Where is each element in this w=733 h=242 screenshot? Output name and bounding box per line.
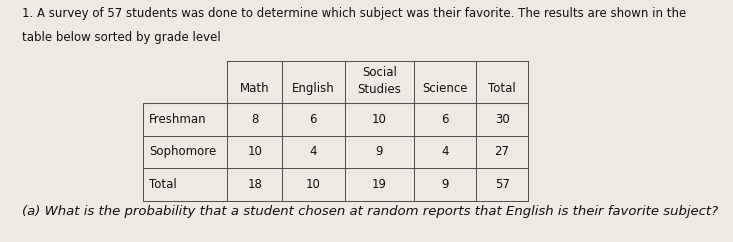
Text: Sophomore: Sophomore: [149, 145, 216, 158]
Text: Social: Social: [362, 66, 397, 79]
Text: Freshman: Freshman: [149, 113, 207, 126]
Text: 18: 18: [247, 178, 262, 191]
Text: 1. A survey of 57 students was done to determine which subject was their favorit: 1. A survey of 57 students was done to d…: [22, 7, 686, 20]
Text: Math: Math: [240, 82, 270, 95]
Text: 57: 57: [495, 178, 509, 191]
Text: 10: 10: [247, 145, 262, 158]
Text: English: English: [292, 82, 335, 95]
Text: 27: 27: [495, 145, 509, 158]
Text: table below sorted by grade level: table below sorted by grade level: [22, 31, 221, 45]
Text: 30: 30: [495, 113, 509, 126]
Text: 19: 19: [372, 178, 387, 191]
Text: 8: 8: [251, 113, 259, 126]
Text: (a) What is the probability that a student chosen at random reports that English: (a) What is the probability that a stude…: [22, 205, 718, 218]
Text: 4: 4: [441, 145, 449, 158]
Text: Studies: Studies: [358, 83, 401, 96]
Text: 9: 9: [375, 145, 383, 158]
Text: 10: 10: [306, 178, 321, 191]
Text: 4: 4: [309, 145, 317, 158]
Text: Total: Total: [149, 178, 177, 191]
Text: 10: 10: [372, 113, 387, 126]
Text: Science: Science: [422, 82, 468, 95]
Text: Total: Total: [488, 82, 516, 95]
Text: 6: 6: [441, 113, 449, 126]
Text: 9: 9: [441, 178, 449, 191]
Text: 6: 6: [309, 113, 317, 126]
